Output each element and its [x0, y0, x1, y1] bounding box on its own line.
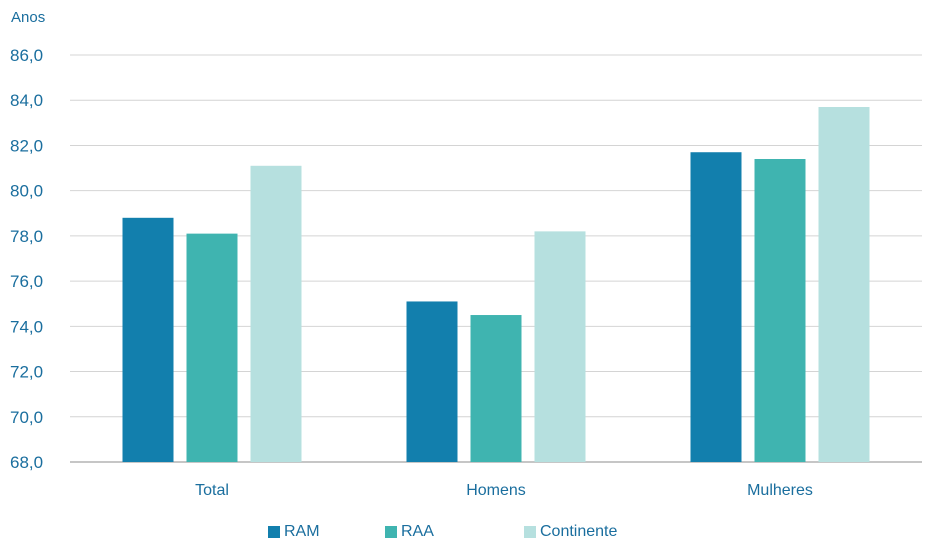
legend-label: RAM: [284, 523, 320, 540]
bar-continente-total: [250, 165, 302, 463]
legend-swatch: [524, 526, 536, 538]
bar-raa-mulheres: [754, 159, 806, 462]
y-tick-label: 82,0: [10, 136, 43, 155]
legend: RAM RAA Continente: [0, 522, 941, 542]
bar-raa-total: [186, 233, 238, 462]
legend-label: RAA: [401, 523, 434, 540]
legend-label: Continente: [540, 523, 618, 540]
x-tick-label: Mulheres: [747, 482, 813, 499]
x-axis-ticks: Total Homens Mulheres: [195, 482, 813, 499]
bar-raa-homens: [470, 315, 522, 462]
bars: [122, 107, 870, 463]
y-tick-label: 86,0: [10, 46, 43, 65]
legend-swatch: [385, 526, 397, 538]
legend-item: RAA: [385, 522, 434, 542]
y-tick-label: 84,0: [10, 91, 43, 110]
bar-ram-homens: [406, 301, 458, 462]
y-tick-label: 74,0: [10, 317, 43, 336]
bar-ram-mulheres: [690, 152, 742, 462]
y-axis-ticks: 68,0 70,0 72,0 74,0 76,0 78,0 80,0 82,0 84,0 86,0: [10, 46, 43, 472]
y-tick-label: 80,0: [10, 182, 43, 201]
legend-item: Continente: [524, 522, 617, 542]
y-axis-unit-label: Anos: [11, 9, 46, 26]
bar-chart: 68,0 70,0 72,0 74,0 76,0 78,0 80,0 82,0 84,0 86,0…: [10, 46, 922, 499]
legend-item: RAM: [268, 522, 320, 542]
x-tick-label: Total: [195, 482, 229, 499]
bar-ram-total: [122, 217, 174, 462]
x-tick-label: Homens: [466, 482, 526, 499]
y-tick-label: 68,0: [10, 453, 43, 472]
bar-continente-homens: [534, 231, 586, 462]
y-tick-label: 72,0: [10, 363, 43, 382]
legend-swatch: [268, 526, 280, 538]
y-tick-label: 70,0: [10, 408, 43, 427]
y-tick-label: 76,0: [10, 272, 43, 291]
bar-continente-mulheres: [818, 107, 870, 462]
y-tick-label: 78,0: [10, 227, 43, 246]
